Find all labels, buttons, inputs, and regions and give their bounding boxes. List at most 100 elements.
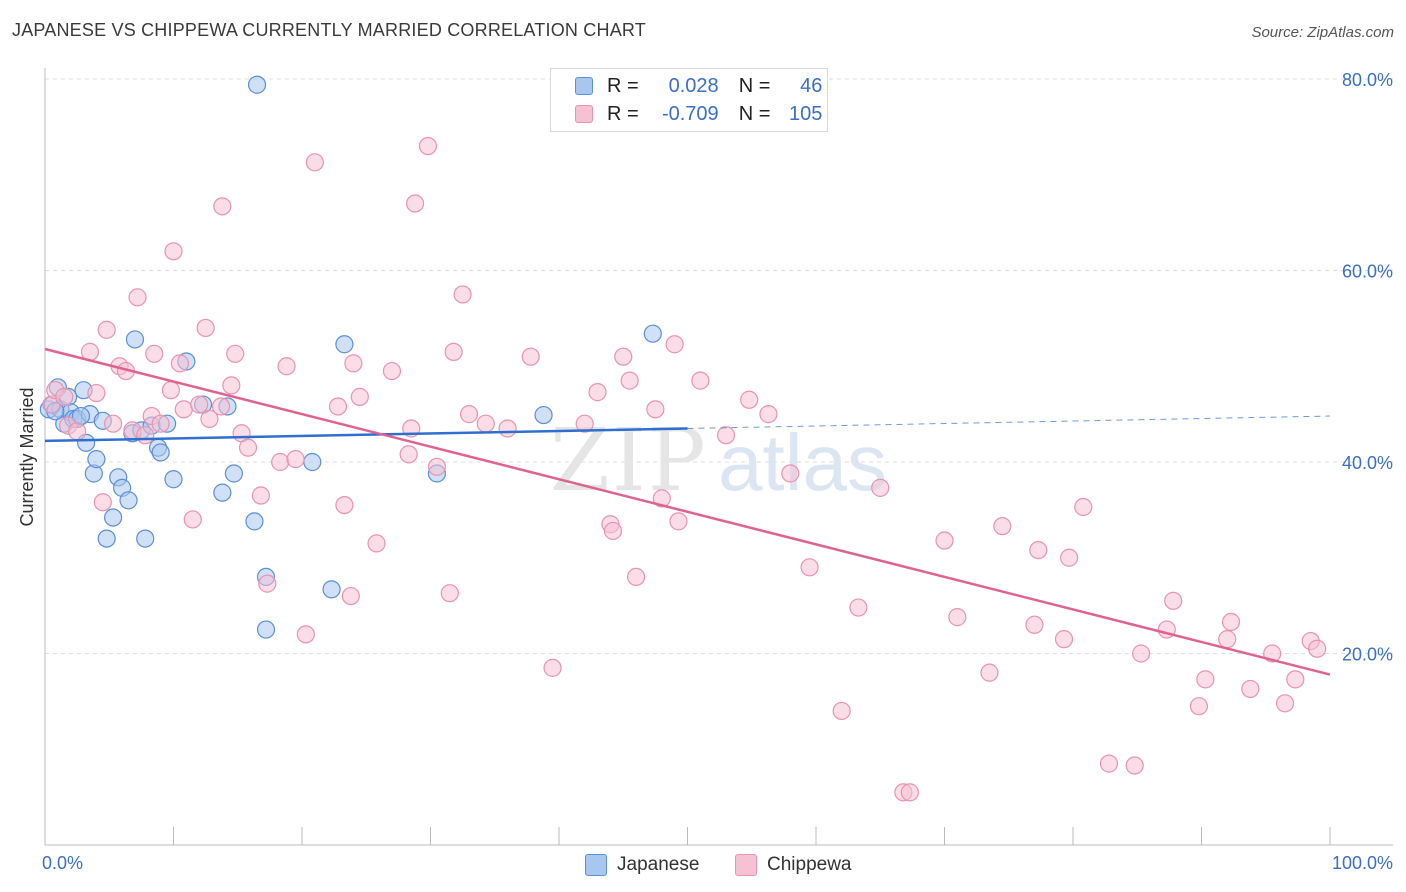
japanese-point bbox=[125, 330, 145, 349]
legend-row-japanese: R = 0.028 N = 46 bbox=[575, 73, 822, 99]
chippewa-point bbox=[296, 625, 315, 644]
chippewa-point bbox=[832, 701, 851, 721]
chippewa-point bbox=[1099, 754, 1119, 773]
chippewa-point bbox=[251, 486, 270, 505]
chippewa-point bbox=[93, 493, 112, 512]
chippewa-point bbox=[382, 361, 402, 381]
chippewa-point bbox=[1189, 697, 1209, 716]
japanese-r-value: 0.028 bbox=[668, 74, 719, 97]
japanese-point bbox=[256, 620, 276, 639]
chippewa-point bbox=[305, 153, 324, 172]
chippewa-point bbox=[588, 383, 607, 402]
chippewa-point bbox=[161, 381, 181, 400]
chippewa-point bbox=[405, 194, 425, 213]
japanese-point bbox=[322, 580, 341, 599]
legend-item-japanese[interactable]: Japanese bbox=[585, 852, 699, 878]
chippewa-point bbox=[1060, 548, 1079, 567]
chippewa-point bbox=[1125, 756, 1144, 775]
japanese-point bbox=[87, 450, 106, 469]
chippewa-point bbox=[740, 390, 759, 409]
y-tick-label: 20.0% bbox=[1342, 645, 1393, 665]
chippewa-point bbox=[1132, 644, 1151, 663]
japanese-point bbox=[119, 491, 138, 510]
chippewa-r-value: -0.709 bbox=[661, 102, 719, 125]
chippewa-point bbox=[238, 438, 258, 457]
japanese-point bbox=[104, 508, 123, 527]
chippewa-point bbox=[341, 586, 360, 606]
japanese-trend-extension bbox=[687, 415, 1331, 429]
chippewa-point bbox=[498, 419, 517, 438]
chippewa-point bbox=[1164, 591, 1183, 610]
chippewa-point bbox=[367, 534, 386, 553]
y-tick-label: 40.0% bbox=[1342, 453, 1393, 473]
stats-legend: R = 0.028 N = 46 R = -0.709 N = 105 bbox=[550, 68, 828, 132]
japanese-trend-line bbox=[44, 427, 688, 443]
chippewa-point bbox=[328, 397, 348, 416]
chippewa-point bbox=[128, 288, 147, 307]
chippewa-point bbox=[277, 357, 296, 376]
chippewa-point bbox=[271, 452, 290, 472]
chippewa-point bbox=[200, 409, 219, 429]
legend-japanese-label: Japanese bbox=[617, 854, 700, 875]
chippewa-point bbox=[665, 335, 684, 354]
chippewa-point bbox=[1025, 615, 1044, 634]
chippewa-point bbox=[136, 426, 155, 445]
y-axis-title: Currently Married bbox=[17, 387, 37, 526]
chippewa-point bbox=[211, 397, 231, 416]
chippewa-point bbox=[1074, 497, 1093, 517]
chippewa-point bbox=[258, 574, 277, 593]
chippewa-point bbox=[196, 318, 215, 338]
chippewa-trend-line bbox=[44, 347, 1331, 676]
chippewa-point bbox=[781, 464, 800, 483]
legend-row-chippewa: R = -0.709 N = 105 bbox=[575, 101, 822, 127]
chippewa-point bbox=[800, 558, 819, 577]
japanese-n-label: N = bbox=[738, 74, 771, 97]
chippewa-point bbox=[97, 320, 116, 339]
chippewa-point bbox=[948, 608, 967, 627]
chippewa-point bbox=[849, 598, 868, 617]
legend-chippewa-swatch bbox=[735, 854, 757, 876]
japanese-point bbox=[247, 75, 267, 94]
chippewa-point bbox=[335, 495, 354, 515]
chippewa-point bbox=[620, 371, 639, 390]
chippewa-point bbox=[476, 414, 495, 433]
chippewa-point bbox=[575, 414, 594, 433]
chippewa-point bbox=[603, 521, 623, 541]
chippewa-n-label: N = bbox=[738, 102, 771, 125]
chippewa-point bbox=[935, 531, 954, 550]
chippewa-point bbox=[1241, 679, 1260, 699]
japanese-point bbox=[643, 324, 662, 343]
japanese-r-label: R = bbox=[607, 74, 639, 97]
chippewa-point bbox=[646, 400, 665, 419]
chippewa-point bbox=[286, 450, 305, 469]
japanese-n-value: 46 bbox=[800, 74, 823, 97]
japanese-point bbox=[136, 529, 155, 548]
chippewa-point bbox=[543, 658, 562, 677]
chippewa-point bbox=[190, 395, 209, 414]
chippewa-point bbox=[427, 457, 447, 476]
axes bbox=[44, 68, 1393, 846]
trend-lines bbox=[44, 347, 1331, 676]
japanese-point bbox=[245, 512, 264, 531]
chippewa-point bbox=[104, 414, 123, 433]
chippewa-point bbox=[614, 347, 633, 366]
chippewa-point bbox=[1029, 540, 1048, 560]
chippewa-point bbox=[669, 512, 688, 531]
chippewa-point bbox=[170, 354, 190, 373]
chippewa-point bbox=[1275, 694, 1295, 713]
chippewa-point bbox=[1286, 670, 1305, 689]
chippewa-point bbox=[453, 285, 472, 304]
chippewa-swatch bbox=[575, 105, 593, 123]
legend-item-chippewa[interactable]: Chippewa bbox=[735, 852, 852, 878]
chippewa-point bbox=[87, 383, 106, 403]
watermark: ZIP atlas bbox=[550, 411, 887, 511]
japanese-point bbox=[534, 405, 553, 425]
chippewa-point bbox=[626, 567, 646, 587]
source-label: Source: ZipAtlas.com bbox=[1251, 24, 1394, 41]
x-tick-label: 0.0% bbox=[42, 853, 83, 873]
y-tick-labels: 20.0% 40.0% 60.0% 80.0% bbox=[1342, 70, 1393, 665]
chippewa-point bbox=[350, 387, 369, 406]
chippewa-point bbox=[151, 414, 170, 433]
chippewa-point bbox=[399, 445, 418, 464]
legend-chippewa-label: Chippewa bbox=[767, 854, 852, 875]
